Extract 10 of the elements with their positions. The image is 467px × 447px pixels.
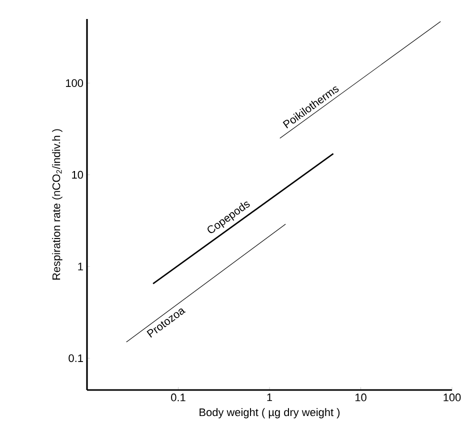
y-axis-title: Respiration rate (nCO$_{2}$/indiv.h ) bbox=[52, 129, 62, 280]
x-tick-label: 10 bbox=[355, 394, 366, 402]
x-tick-label: 100 bbox=[444, 394, 461, 402]
x-tick-label: 0.1 bbox=[171, 394, 186, 402]
y-tick-label: 10 bbox=[72, 170, 84, 179]
y-tick-label: 1 bbox=[78, 262, 83, 270]
x-tick-label: 1 bbox=[267, 394, 272, 402]
x-axis-title: Body weight ( µg dry weight ) bbox=[200, 408, 340, 418]
y-tick-label: 100 bbox=[66, 79, 84, 87]
y-tick-label: 0.1 bbox=[68, 354, 83, 362]
